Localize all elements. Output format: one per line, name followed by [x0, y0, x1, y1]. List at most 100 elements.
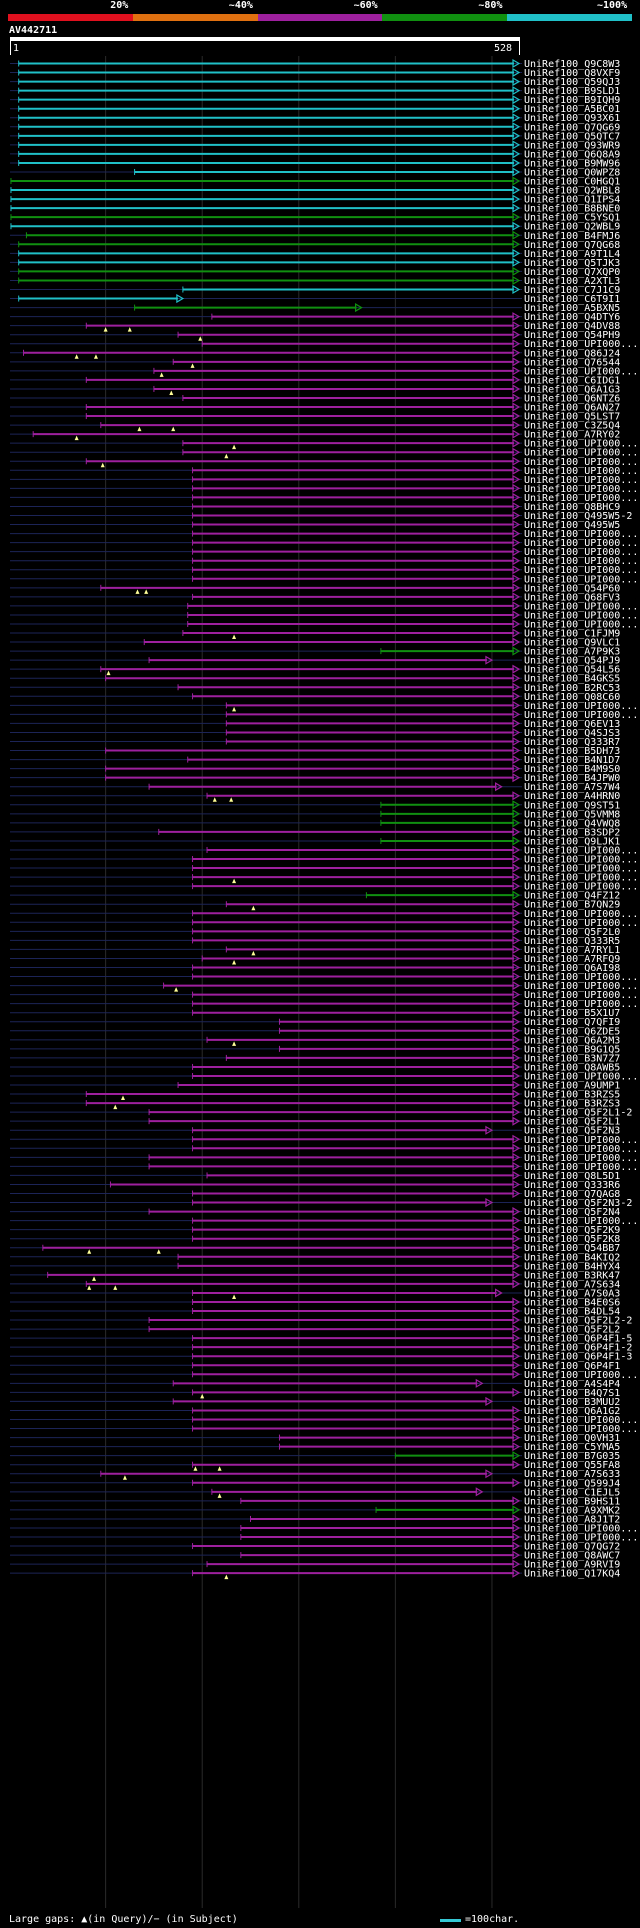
hit-label[interactable]: UniRef100_A7P9K3	[524, 647, 620, 658]
hit-label[interactable]: UniRef100_Q6Q8A9	[524, 149, 620, 160]
hit-label[interactable]: UniRef100_Q2WBL8	[524, 186, 620, 197]
hit-label[interactable]: UniRef100_UPI000...	[524, 529, 638, 540]
hit-label[interactable]: UniRef100_B4Q7S1	[524, 1388, 620, 1399]
hit-label[interactable]: UniRef100_B9MW96	[524, 158, 620, 169]
hit-label[interactable]: UniRef100_Q333R6	[524, 1180, 620, 1191]
hit-label[interactable]: UniRef100_UPI000...	[524, 619, 638, 630]
hit-label[interactable]: UniRef100_B7QN29	[524, 900, 620, 911]
hit-label[interactable]: UniRef100_UPI000...	[524, 1415, 638, 1426]
hit-label[interactable]: UniRef100_Q76544	[524, 357, 620, 368]
hit-label[interactable]: UniRef100_Q5TJK3	[524, 258, 620, 269]
hit-label[interactable]: UniRef100_UPI000...	[524, 990, 638, 1001]
hit-label[interactable]: UniRef100_UPI000...	[524, 339, 638, 350]
hit-label[interactable]: UniRef100_A7S633	[524, 1469, 620, 1480]
hit-label[interactable]: UniRef100_UPI000...	[524, 466, 638, 477]
hit-label[interactable]: UniRef100_C6T9I1	[524, 294, 620, 305]
hit-label[interactable]: UniRef100_B4FMJ6	[524, 231, 620, 242]
hit-label[interactable]: UniRef100_Q5QTC7	[524, 131, 620, 142]
hit-label[interactable]: UniRef100_UPI000...	[524, 493, 638, 504]
hit-label[interactable]: UniRef100_Q9LJK1	[524, 836, 620, 847]
hit-label[interactable]: UniRef100_Q5F2L2	[524, 1325, 620, 1336]
hit-label[interactable]: UniRef100_Q5VMM8	[524, 809, 620, 820]
hit-label[interactable]: UniRef100_Q0VH31	[524, 1433, 620, 1444]
hit-label[interactable]: UniRef100_Q8AWB5	[524, 1062, 620, 1073]
hit-label[interactable]: UniRef100_A5BC01	[524, 104, 620, 115]
hit-label[interactable]: UniRef100_A4HRN0	[524, 791, 620, 802]
hit-label[interactable]: UniRef100_A9XMK2	[524, 1505, 620, 1516]
hit-label[interactable]: UniRef100_C1FJM9	[524, 629, 620, 640]
hit-label[interactable]: UniRef100_UPI000...	[524, 457, 638, 468]
hit-label[interactable]: UniRef100_Q6EV13	[524, 719, 620, 730]
hit-label[interactable]: UniRef100_B5DH73	[524, 746, 620, 757]
hit-label[interactable]: UniRef100_Q1IPS4	[524, 195, 620, 206]
hit-label[interactable]: UniRef100_UPI000...	[524, 574, 638, 585]
hit-label[interactable]: UniRef100_UPI000...	[524, 981, 638, 992]
hit-label[interactable]: UniRef100_UPI000...	[524, 366, 638, 377]
hit-label[interactable]: UniRef100_UPI000...	[524, 538, 638, 549]
hit-label[interactable]: UniRef100_Q333R7	[524, 737, 620, 748]
hit-label[interactable]: UniRef100_Q8VXF9	[524, 68, 620, 79]
hit-label[interactable]: UniRef100_B4GKS5	[524, 674, 620, 685]
hit-label[interactable]: UniRef100_Q6AN27	[524, 403, 620, 414]
hit-label[interactable]: UniRef100_Q55FA8	[524, 1460, 620, 1471]
hit-label[interactable]: UniRef100_C6IDG1	[524, 375, 620, 386]
hit-label[interactable]: UniRef100_B9G1Q5	[524, 1044, 620, 1055]
hit-label[interactable]: UniRef100_UPI000...	[524, 845, 638, 856]
hit-label[interactable]: UniRef100_B3RK47	[524, 1270, 620, 1281]
hit-label[interactable]: UniRef100_UPI000...	[524, 1162, 638, 1173]
hit-label[interactable]: UniRef100_Q4SJS3	[524, 728, 620, 739]
hit-label[interactable]: UniRef100_Q9VLC1	[524, 638, 620, 649]
hit-label[interactable]: UniRef100_UPI000...	[524, 1144, 638, 1155]
hit-label[interactable]: UniRef100_Q495W5	[524, 520, 620, 531]
hit-label[interactable]: UniRef100_UPI000...	[524, 601, 638, 612]
hit-label[interactable]: UniRef100_UPI000...	[524, 999, 638, 1010]
hit-label[interactable]: UniRef100_UPI000...	[524, 1153, 638, 1164]
hit-label[interactable]: UniRef100_Q7QG69	[524, 122, 620, 133]
hit-label[interactable]: UniRef100_UPI000...	[524, 1523, 638, 1534]
hit-label[interactable]: UniRef100_UPI000...	[524, 909, 638, 920]
hit-label[interactable]: UniRef100_Q6AI98	[524, 963, 620, 974]
hit-label[interactable]: UniRef100_A5BXN5	[524, 303, 620, 314]
hit-label[interactable]: UniRef100_A9RVI9	[524, 1560, 620, 1571]
hit-label[interactable]: UniRef100_Q5F2N4	[524, 1207, 620, 1218]
hit-label[interactable]: UniRef100_Q4VWQ8	[524, 818, 620, 829]
hit-label[interactable]: UniRef100_B8BNE0	[524, 204, 620, 215]
hit-label[interactable]: UniRef100_Q7QG68	[524, 240, 620, 251]
hit-label[interactable]: UniRef100_B4KIQ2	[524, 1252, 620, 1263]
hit-label[interactable]: UniRef100_Q5F2L1	[524, 1117, 620, 1128]
hit-label[interactable]: UniRef100_Q8L5D1	[524, 1171, 620, 1182]
hit-label[interactable]: UniRef100_B4N1D7	[524, 755, 620, 766]
hit-label[interactable]: UniRef100_A9T1L4	[524, 249, 620, 260]
hit-label[interactable]: UniRef100_Q6A2M3	[524, 1035, 620, 1046]
hit-label[interactable]: UniRef100_Q5F2K9	[524, 1225, 620, 1236]
hit-label[interactable]: UniRef100_B3RZS3	[524, 1099, 620, 1110]
hit-label[interactable]: UniRef100_Q7QG72	[524, 1542, 620, 1553]
hit-label[interactable]: UniRef100_Q5F2L1-2	[524, 1108, 632, 1119]
hit-label[interactable]: UniRef100_UPI000...	[524, 701, 638, 712]
hit-label[interactable]: UniRef100_UPI000...	[524, 556, 638, 567]
hit-label[interactable]: UniRef100_B9SLD1	[524, 86, 620, 97]
hit-label[interactable]: UniRef100_A7RY02	[524, 430, 620, 441]
hit-label[interactable]: UniRef100_Q6A1G2	[524, 1406, 620, 1417]
hit-label[interactable]: UniRef100_UPI000...	[524, 864, 638, 875]
hit-label[interactable]: UniRef100_UPI000...	[524, 918, 638, 929]
hit-label[interactable]: UniRef100_Q6ZDE5	[524, 1026, 620, 1037]
hit-label[interactable]: UniRef100_Q599J4	[524, 1478, 620, 1489]
hit-label[interactable]: UniRef100_A7RFQ9	[524, 954, 620, 965]
hit-label[interactable]: UniRef100_Q6A1G3	[524, 384, 620, 395]
hit-label[interactable]: UniRef100_A9UMP1	[524, 1081, 620, 1092]
hit-label[interactable]: UniRef100_Q2WBL9	[524, 222, 620, 233]
hit-label[interactable]: UniRef100_Q68FV3	[524, 592, 620, 603]
hit-label[interactable]: UniRef100_B2RC53	[524, 683, 620, 694]
hit-label[interactable]: UniRef100_B4HYX4	[524, 1261, 620, 1272]
hit-label[interactable]: UniRef100_B4E0S6	[524, 1297, 620, 1308]
hit-label[interactable]: UniRef100_A7RYL1	[524, 945, 620, 956]
hit-label[interactable]: UniRef100_Q6P4F1-3	[524, 1352, 632, 1363]
hit-label[interactable]: UniRef100_C0HGQ1	[524, 177, 620, 188]
hit-label[interactable]: UniRef100_UPI000...	[524, 610, 638, 621]
hit-label[interactable]: UniRef100_Q9C8W3	[524, 59, 620, 70]
hit-label[interactable]: UniRef100_B4JPW0	[524, 773, 620, 784]
hit-label[interactable]: UniRef100_Q7QFI9	[524, 1017, 620, 1028]
hit-label[interactable]: UniRef100_Q6NTZ6	[524, 393, 620, 404]
hit-label[interactable]: UniRef100_Q54PJ9	[524, 656, 620, 667]
